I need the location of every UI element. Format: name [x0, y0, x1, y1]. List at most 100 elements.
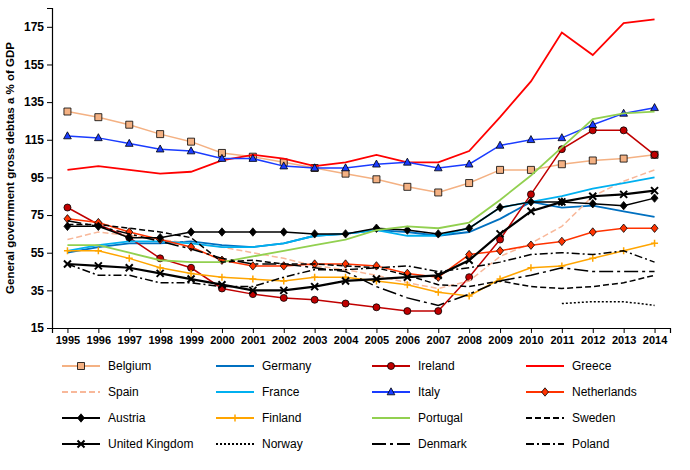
legend-marker [78, 414, 85, 422]
marker [126, 121, 133, 128]
series-line [67, 112, 654, 193]
legend-item: Netherlands [526, 385, 637, 399]
marker [558, 198, 565, 205]
tick-label: 2014 [643, 334, 668, 346]
legend-marker [542, 388, 549, 396]
marker [466, 180, 473, 187]
tick-label: 135 [24, 95, 44, 109]
series-line [67, 251, 654, 287]
marker [589, 193, 596, 200]
legend-marker [387, 388, 395, 395]
tick: 55 [31, 246, 52, 260]
marker [558, 237, 565, 245]
marker [64, 108, 71, 115]
tick-mark [47, 27, 52, 28]
marker [311, 164, 319, 171]
marker [126, 234, 133, 241]
legend-swatch [62, 391, 100, 393]
tick-label: 2002 [272, 334, 296, 346]
tick: 2011 [550, 328, 574, 346]
tick-label: 2013 [612, 334, 636, 346]
tick: 2000 [210, 328, 234, 346]
legend-label: Italy [418, 385, 440, 399]
marker [342, 277, 349, 284]
tick: 15 [31, 321, 52, 335]
marker [558, 134, 566, 141]
marker [527, 264, 534, 271]
legend-item: Austria [62, 411, 146, 425]
series-line [67, 243, 654, 296]
marker [249, 276, 256, 283]
tick-mark [47, 253, 52, 254]
tick-mark [438, 328, 439, 333]
marker [95, 134, 103, 141]
tick-mark [253, 328, 254, 333]
legend-item: Portugal [372, 411, 463, 425]
tick-label: 115 [25, 133, 45, 147]
marker [620, 224, 627, 232]
tick: 2004 [334, 328, 359, 346]
legend-label: France [262, 385, 300, 399]
marker [620, 191, 627, 198]
legend-label: Sweden [572, 411, 615, 425]
tick-mark [500, 328, 501, 333]
legend-item: Spain [62, 385, 139, 399]
tick-mark [284, 328, 285, 333]
series-line [67, 19, 654, 173]
legend-item: Norway [216, 437, 303, 451]
marker [620, 201, 627, 209]
legend-marker [388, 363, 395, 370]
marker [466, 224, 473, 232]
marker [311, 274, 318, 281]
legend-item: France [216, 385, 300, 399]
tick-label: 2009 [488, 334, 512, 346]
legend-item: Denmark [372, 437, 468, 451]
tick-label: 2001 [241, 334, 265, 346]
tick-mark [47, 177, 52, 178]
tick-mark [562, 328, 563, 333]
legend-item: Germany [216, 359, 311, 373]
legend-label: Denmark [418, 437, 468, 451]
tick-label: 2005 [365, 334, 389, 346]
marker [466, 257, 473, 264]
marker [465, 160, 473, 167]
marker [157, 233, 164, 241]
legend-item: Sweden [526, 411, 615, 425]
tick-mark [376, 328, 377, 333]
marker [311, 283, 318, 290]
marker [497, 203, 504, 211]
marker [249, 228, 256, 236]
tick-label: 2007 [427, 334, 451, 346]
marker [651, 187, 658, 194]
marker [497, 166, 504, 173]
legend-swatch [216, 391, 254, 393]
tick-label: 2012 [581, 334, 605, 346]
marker [651, 151, 658, 158]
tick-mark [191, 328, 192, 333]
series-line [67, 108, 654, 168]
tick: 2008 [457, 328, 481, 346]
marker [249, 154, 257, 161]
tick: 135 [24, 95, 52, 109]
marker [342, 230, 349, 238]
tick: 75 [31, 208, 52, 222]
tick-mark [129, 328, 130, 333]
tick-label: 2000 [210, 334, 234, 346]
legend-swatch [526, 417, 564, 419]
marker [342, 260, 349, 268]
tick: 1996 [87, 328, 111, 346]
legend-label: Finland [262, 411, 301, 425]
marker [280, 228, 287, 236]
marker [64, 132, 72, 139]
marker [373, 276, 380, 283]
x-axis: 1995199619971998199920002001200220032004… [53, 328, 671, 346]
tick: 1998 [148, 328, 172, 346]
legend-item: Greece [526, 359, 612, 373]
y-axis: 1535557595115135155175 [24, 9, 53, 336]
marker [156, 145, 164, 152]
marker [589, 157, 596, 164]
marker [188, 276, 195, 283]
tick-label: 1999 [179, 334, 203, 346]
tick-label: 1997 [118, 334, 142, 346]
marker [404, 183, 411, 190]
